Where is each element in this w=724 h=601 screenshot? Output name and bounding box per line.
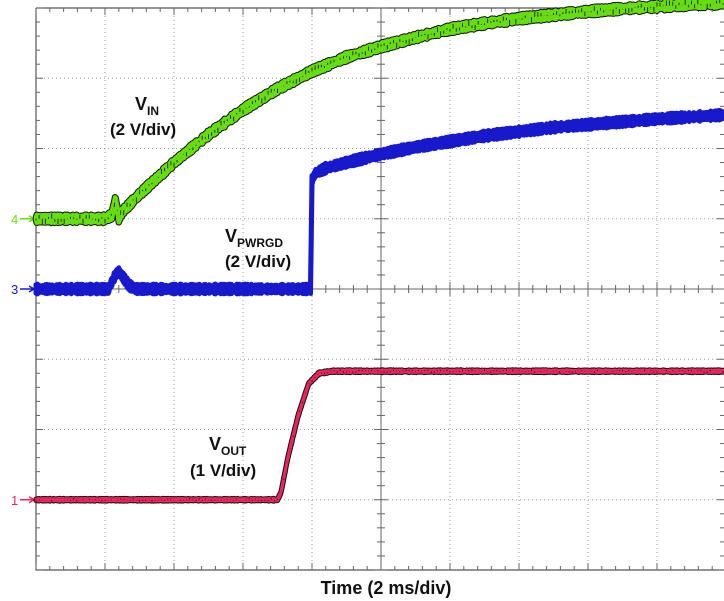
trace-out [34,368,724,503]
vin-label-sub: IN [147,104,159,118]
vin-label: VIN (2 V/div) [110,94,176,139]
channel-1-marker-label: 1 [11,493,18,508]
svg-text:VIN: VIN [135,94,159,118]
svg-text:VOUT: VOUT [209,434,247,458]
trace-out-noise [35,369,724,502]
channel-3-marker-label: 3 [11,282,18,297]
trace-out-edge [33,367,724,504]
channel-4-marker-arrow [20,215,36,223]
trace-pwrgd [34,108,724,296]
vout-label-sub: OUT [221,444,247,458]
vout-label: VOUT (1 V/div) [190,434,256,480]
svg-text:VPWRGD: VPWRGD [225,226,283,250]
vout-scale: (1 V/div) [190,461,256,480]
channel-4-marker-label: 4 [11,212,18,227]
trace-pwrgd-noise [35,111,724,296]
channel-3-marker-arrow [20,285,36,293]
trace-in-noise [35,0,724,225]
channel-1-marker-arrow [20,496,36,504]
vpwrgd-label: VPWRGD (2 V/div) [225,226,291,271]
vin-label-main: V [135,94,147,114]
vpwrgd-label-sub: PWRGD [237,236,283,250]
vin-scale: (2 V/div) [110,120,176,139]
x-axis-title: Time (2 ms/div) [321,578,452,598]
vpwrgd-label-main: V [225,226,237,246]
channel-markers: 4 3 1 [11,212,36,508]
traces [32,0,724,504]
vout-label-main: V [209,434,221,454]
graticule [35,7,724,571]
vpwrgd-scale: (2 V/div) [225,252,291,271]
